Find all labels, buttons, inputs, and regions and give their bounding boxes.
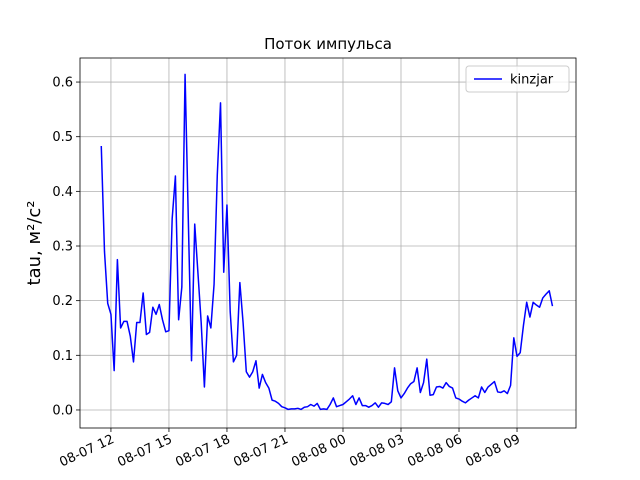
legend: kinzjar — [465, 65, 570, 93]
legend-box — [465, 65, 570, 93]
legend-label: kinzjar — [510, 73, 554, 88]
data-line — [100, 73, 554, 411]
y-tick-label: 0.0 — [52, 403, 73, 418]
y-tick-label: 0.3 — [52, 240, 73, 255]
y-tick-label: 0.5 — [52, 130, 73, 145]
chart-title: Поток импульса — [264, 35, 392, 53]
y-tick-label: 0.6 — [52, 76, 73, 91]
plot-frame — [79, 57, 577, 429]
y-tick-label: 0.4 — [52, 185, 73, 200]
y-tick-label: 0.2 — [52, 294, 73, 309]
y-tick-label: 0.1 — [52, 349, 73, 364]
y-axis-label: tau, м²/с² — [24, 201, 45, 286]
